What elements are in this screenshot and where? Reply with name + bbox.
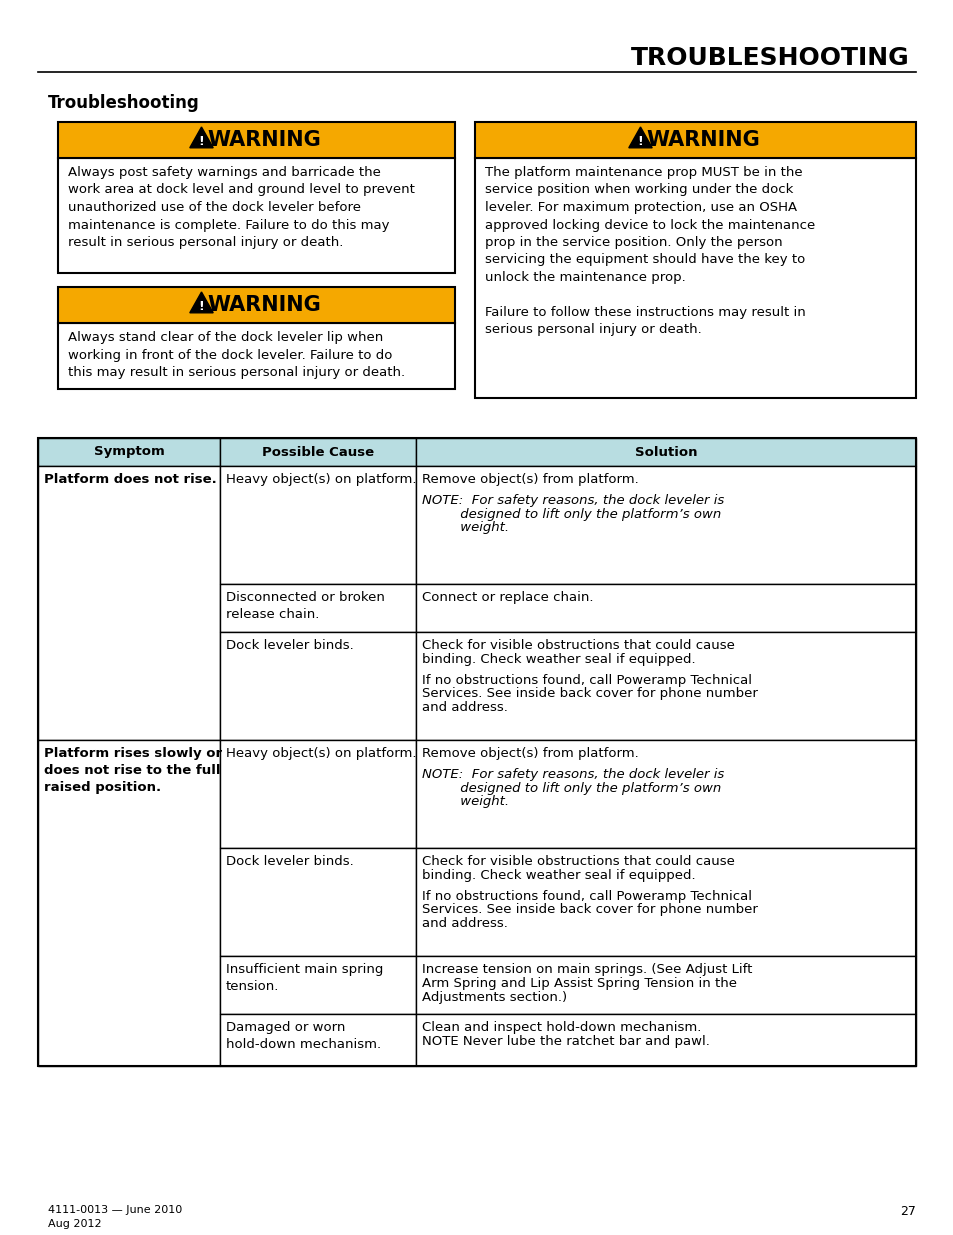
Bar — [220, 740, 416, 848]
Polygon shape — [628, 127, 652, 148]
Text: TROUBLESHOOTING: TROUBLESHOOTING — [631, 46, 909, 70]
Text: Insufficient main spring
tension.: Insufficient main spring tension. — [226, 963, 383, 993]
Text: !: ! — [198, 136, 204, 148]
Text: designed to lift only the platform’s own: designed to lift only the platform’s own — [421, 508, 720, 521]
Text: Services. See inside back cover for phone number: Services. See inside back cover for phon… — [421, 903, 757, 916]
Bar — [58, 324, 455, 389]
Text: Solution: Solution — [634, 446, 697, 458]
Text: Check for visible obstructions that could cause: Check for visible obstructions that coul… — [421, 855, 734, 868]
Text: Always stand clear of the dock leveler lip when
working in front of the dock lev: Always stand clear of the dock leveler l… — [68, 331, 405, 379]
Bar — [416, 1014, 915, 1066]
Bar — [220, 438, 416, 466]
Text: designed to lift only the platform’s own: designed to lift only the platform’s own — [421, 782, 720, 794]
Text: Always post safety warnings and barricade the
work area at dock level and ground: Always post safety warnings and barricad… — [68, 165, 415, 249]
Text: Increase tension on main springs. (See Adjust Lift: Increase tension on main springs. (See A… — [421, 963, 752, 976]
Text: Dock leveler binds.: Dock leveler binds. — [226, 855, 354, 868]
Text: The platform maintenance prop MUST be in the
service position when working under: The platform maintenance prop MUST be in… — [484, 165, 815, 336]
Text: Adjustments section.): Adjustments section.) — [421, 990, 566, 1004]
Bar — [220, 956, 416, 1014]
Text: Check for visible obstructions that could cause: Check for visible obstructions that coul… — [421, 638, 734, 652]
Bar — [416, 584, 915, 632]
Bar — [220, 848, 416, 956]
Text: binding. Check weather seal if equipped.: binding. Check weather seal if equipped. — [421, 868, 695, 882]
Text: NOTE:  For safety reasons, the dock leveler is: NOTE: For safety reasons, the dock level… — [421, 494, 723, 506]
Bar — [475, 122, 915, 158]
Bar — [220, 584, 416, 632]
Text: Symptom: Symptom — [93, 446, 164, 458]
Bar — [58, 158, 455, 273]
Text: Heavy object(s) on platform.: Heavy object(s) on platform. — [226, 473, 416, 487]
Text: NOTE Never lube the ratchet bar and pawl.: NOTE Never lube the ratchet bar and pawl… — [421, 1035, 709, 1047]
Text: Remove object(s) from platform.: Remove object(s) from platform. — [421, 473, 639, 487]
Bar — [58, 287, 455, 324]
Polygon shape — [190, 291, 213, 312]
Bar — [220, 632, 416, 740]
Bar — [220, 1014, 416, 1066]
Text: Dock leveler binds.: Dock leveler binds. — [226, 638, 354, 652]
Bar — [416, 632, 915, 740]
Text: 4111-0013 — June 2010
Aug 2012: 4111-0013 — June 2010 Aug 2012 — [48, 1205, 182, 1229]
Text: Platform rises slowly or
does not rise to the full
raised position.: Platform rises slowly or does not rise t… — [44, 747, 222, 794]
Text: 27: 27 — [900, 1205, 915, 1218]
Text: !: ! — [637, 136, 642, 148]
Text: and address.: and address. — [421, 918, 507, 930]
Text: Disconnected or broken
release chain.: Disconnected or broken release chain. — [226, 592, 384, 621]
Text: binding. Check weather seal if equipped.: binding. Check weather seal if equipped. — [421, 653, 695, 666]
Polygon shape — [190, 127, 213, 148]
Text: Possible Cause: Possible Cause — [262, 446, 374, 458]
Bar — [220, 466, 416, 584]
Text: Platform does not rise.: Platform does not rise. — [44, 473, 216, 487]
Text: WARNING: WARNING — [646, 130, 760, 149]
Text: WARNING: WARNING — [208, 130, 321, 149]
Text: Services. See inside back cover for phone number: Services. See inside back cover for phon… — [421, 688, 757, 700]
Text: weight.: weight. — [421, 795, 509, 809]
Text: !: ! — [198, 300, 204, 314]
Bar — [416, 438, 915, 466]
Text: Remove object(s) from platform.: Remove object(s) from platform. — [421, 747, 639, 760]
Bar — [416, 956, 915, 1014]
Text: Troubleshooting: Troubleshooting — [48, 94, 199, 112]
Bar — [38, 740, 220, 1066]
Text: and address.: and address. — [421, 701, 507, 714]
Text: Connect or replace chain.: Connect or replace chain. — [421, 592, 593, 604]
Text: NOTE:  For safety reasons, the dock leveler is: NOTE: For safety reasons, the dock level… — [421, 768, 723, 781]
Text: Damaged or worn
hold-down mechanism.: Damaged or worn hold-down mechanism. — [226, 1021, 381, 1051]
Bar — [475, 158, 915, 398]
Bar — [416, 848, 915, 956]
Text: Heavy object(s) on platform.: Heavy object(s) on platform. — [226, 747, 416, 760]
Text: If no obstructions found, call Poweramp Technical: If no obstructions found, call Poweramp … — [421, 673, 751, 687]
Text: weight.: weight. — [421, 521, 509, 535]
Text: Clean and inspect hold-down mechanism.: Clean and inspect hold-down mechanism. — [421, 1021, 700, 1034]
Text: If no obstructions found, call Poweramp Technical: If no obstructions found, call Poweramp … — [421, 889, 751, 903]
Text: Arm Spring and Lip Assist Spring Tension in the: Arm Spring and Lip Assist Spring Tension… — [421, 977, 737, 989]
Bar — [38, 466, 220, 740]
Bar — [416, 740, 915, 848]
Bar — [416, 466, 915, 584]
Bar — [58, 122, 455, 158]
Bar — [38, 438, 915, 1066]
Text: WARNING: WARNING — [208, 295, 321, 315]
Bar — [38, 438, 220, 466]
